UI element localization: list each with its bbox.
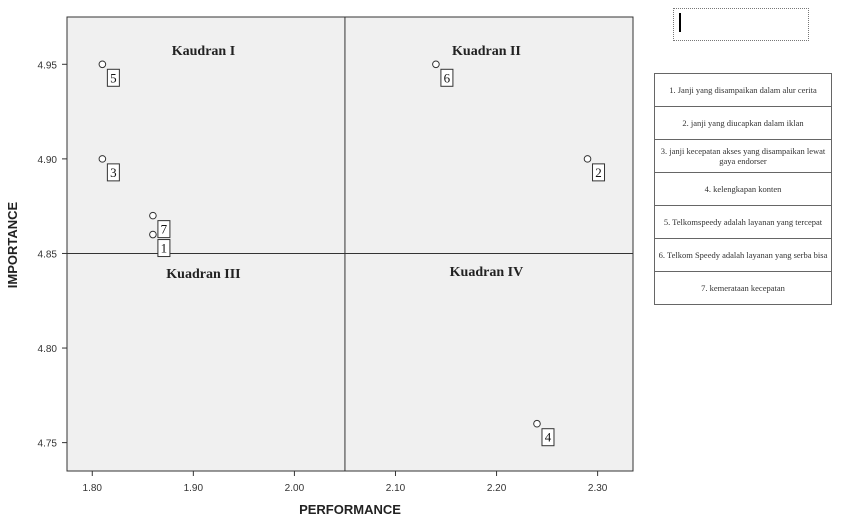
text-input-box[interactable] [673, 8, 809, 41]
y-tick-label: 4.75 [38, 439, 58, 450]
x-tick-label: 2.20 [487, 483, 507, 494]
data-point [149, 211, 157, 220]
x-tick-label: 2.30 [588, 483, 608, 494]
y-tick-label: 4.90 [38, 155, 58, 166]
data-point-label: 3 [110, 165, 117, 180]
legend-item: 5. Telkomspeedy adalah layanan yang terc… [655, 206, 831, 239]
legend-item: 3. janji kecepatan akses yang disampaika… [655, 140, 831, 173]
data-point [432, 60, 440, 69]
data-point-label: 2 [595, 165, 602, 180]
x-tick-label: 1.80 [83, 483, 103, 494]
quadrant-label: Kaudran I [172, 44, 235, 59]
quadrant-label: Kuadran III [166, 267, 240, 282]
data-point-label-box [157, 220, 171, 239]
data-point [583, 155, 592, 163]
y-axis-title: IMPORTANCE [5, 201, 20, 288]
data-point-label: 7 [161, 222, 168, 237]
data-point [533, 419, 541, 428]
y-tick-label: 4.80 [38, 344, 58, 355]
data-point [98, 155, 107, 163]
x-tick-label: 2.00 [285, 483, 305, 494]
legend-item: 1. Janji yang disampaikan dalam alur cer… [655, 74, 831, 107]
data-point [149, 230, 157, 239]
legend-table: 1. Janji yang disampaikan dalam alur cer… [654, 73, 832, 305]
quadrant-label: Kuadran IV [450, 265, 524, 280]
y-tick-label: 4.95 [38, 60, 58, 71]
x-tick-label: 1.90 [184, 483, 204, 494]
legend-item: 4. kelengkapan konten [655, 173, 831, 206]
text-cursor [679, 13, 681, 32]
x-tick-label: 2.10 [386, 483, 406, 494]
legend-item: 6. Telkom Speedy adalah layanan yang ser… [655, 239, 831, 272]
data-point-label: 4 [545, 430, 552, 445]
x-axis-title: PERFORMANCE [299, 502, 401, 517]
y-tick-label: 4.85 [38, 249, 58, 260]
data-point-label-box [106, 163, 120, 182]
data-point-label-box [440, 68, 454, 87]
data-point-label-box [592, 163, 606, 182]
legend-item: 2. janji yang diucapkan dalam iklan [655, 107, 831, 140]
data-point-label-box [157, 239, 171, 258]
legend-item: 7. kemerataan kecepatan [655, 272, 831, 305]
data-point-label: 1 [161, 241, 168, 256]
quadrant-label: Kuadran II [452, 44, 521, 59]
plot-area [66, 16, 634, 472]
data-point-label-box [106, 68, 120, 87]
data-point-label: 6 [444, 70, 451, 85]
data-point-label: 5 [110, 70, 117, 85]
data-point-label-box [541, 428, 555, 447]
data-point [98, 60, 107, 69]
